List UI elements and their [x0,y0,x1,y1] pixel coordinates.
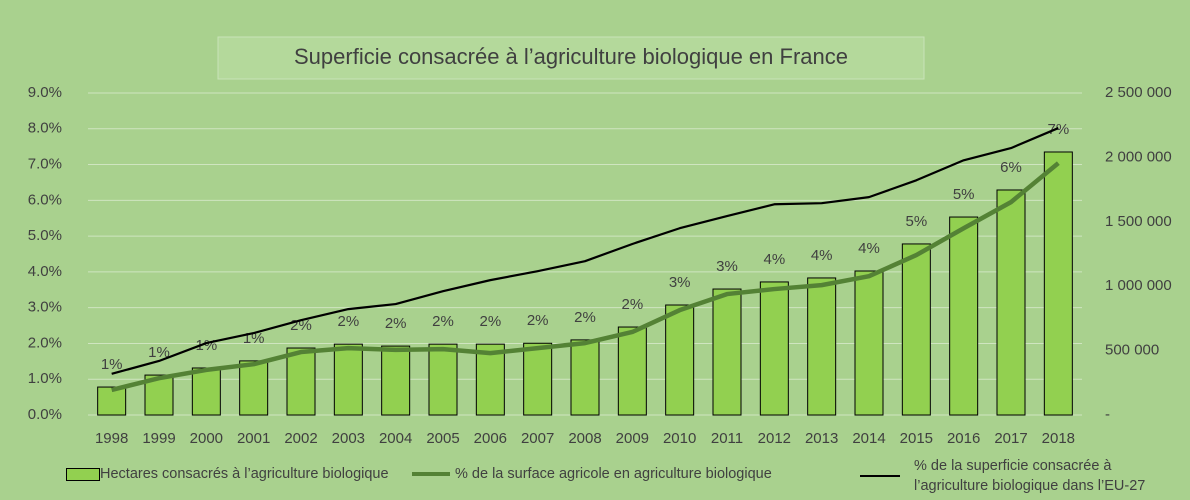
bar [523,342,553,416]
data-label: 6% [1000,159,1022,176]
y-tick-label: 5.0% [28,227,62,244]
x-tick-label: 2016 [947,430,980,447]
y2-tick-label: 1 500 000 [1105,213,1172,230]
line [111,161,1060,393]
data-label: 7% [1047,121,1069,138]
x-tick-label: 1999 [142,430,175,447]
x-tick-label: 2002 [284,430,317,447]
legend-swatch [66,467,100,481]
x-tick-label: 2017 [994,430,1027,447]
legend-swatch [860,475,900,477]
data-label: 5% [953,186,975,203]
x-tick-label: 1998 [95,430,128,447]
x-tick-label: 2008 [568,430,601,447]
data-label: 2% [527,312,549,329]
legend-item: % de la surface agricole en agriculture … [412,466,772,482]
bar [996,189,1026,416]
y-tick-label: 0.0% [28,406,62,423]
legend-label: % de la surface agricole en agriculture … [455,466,772,482]
x-tick-label: 2006 [474,430,507,447]
bar [428,343,458,416]
data-label: 2% [432,313,454,330]
x-tick-label: 2007 [521,430,554,447]
x-tick-label: 2004 [379,430,412,447]
x-tick-label: 2018 [1042,430,1075,447]
bar [97,386,127,416]
data-label: 1% [101,356,123,373]
data-label: 4% [763,251,785,268]
x-tick-label: 2015 [900,430,933,447]
y2-tick-label: 2 500 000 [1105,84,1172,101]
bar [759,281,789,416]
bar [239,360,269,416]
bar [712,288,742,416]
x-tick-label: 2014 [852,430,885,447]
legend-swatch [412,472,450,476]
line [111,127,1059,375]
bar [854,270,884,416]
bar [333,343,363,416]
data-label: 4% [858,240,880,257]
data-label: 3% [716,258,738,275]
bar [617,326,647,416]
y-tick-label: 2.0% [28,334,62,351]
bar [475,343,505,416]
y2-tick-label: 500 000 [1105,342,1159,359]
data-label: 2% [385,315,407,332]
legend-item: % de la superficie consacrée à l’agricul… [860,456,1190,496]
data-label: 2% [337,313,359,330]
bar [949,216,979,416]
bar [570,339,600,416]
y-tick-label: 7.0% [28,156,62,173]
y2-tick-label: 2 000 000 [1105,148,1172,165]
y-tick-label: 6.0% [28,191,62,208]
y-tick-label: 8.0% [28,120,62,137]
x-tick-label: 2005 [426,430,459,447]
y-tick-label: 1.0% [28,370,62,387]
x-tick-label: 2001 [237,430,270,447]
data-label: 5% [905,213,927,230]
x-tick-label: 2000 [190,430,223,447]
data-label: 2% [479,313,501,330]
y-tick-label: 4.0% [28,263,62,280]
x-tick-label: 2009 [616,430,649,447]
bar [191,367,221,416]
data-label: 4% [811,247,833,264]
data-label: 1% [148,344,170,361]
legend-item: Hectares consacrés à l’agriculture biolo… [66,466,389,482]
x-tick-label: 2003 [332,430,365,447]
title-box [217,36,925,80]
x-tick-label: 2010 [663,430,696,447]
y2-tick-label: 1 000 000 [1105,277,1172,294]
x-tick-label: 2011 [711,430,743,447]
legend-label: % de la superficie consacrée à l’agricul… [914,458,1146,494]
x-tick-label: 2013 [805,430,838,447]
data-label: 2% [621,296,643,313]
bar [381,345,411,416]
data-label: 3% [669,274,691,291]
y-tick-label: 3.0% [28,299,62,316]
bar [901,243,931,416]
bar [286,347,316,416]
x-tick-label: 2012 [758,430,791,447]
y-tick-label: 9.0% [28,84,62,101]
bar [1043,151,1073,416]
bar [807,277,837,416]
legend-label: Hectares consacrés à l’agriculture biolo… [100,466,389,482]
bar [665,304,695,416]
y2-tick-label: - [1105,406,1110,423]
chart-title: Superficie consacrée à l’agriculture bio… [294,44,848,69]
data-label: 2% [574,309,596,326]
